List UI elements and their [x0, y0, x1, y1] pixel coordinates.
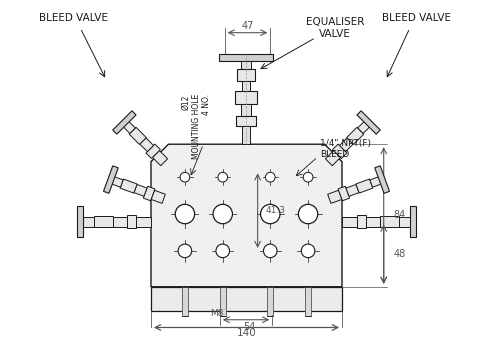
- Polygon shape: [340, 138, 353, 152]
- Bar: [241, 61, 251, 69]
- Bar: [241, 104, 251, 116]
- Text: 84: 84: [393, 211, 406, 220]
- Polygon shape: [380, 216, 399, 227]
- Polygon shape: [113, 217, 127, 227]
- Polygon shape: [356, 179, 373, 193]
- Text: BLEED VALVE: BLEED VALVE: [39, 13, 108, 23]
- Bar: [182, 287, 188, 316]
- Polygon shape: [80, 217, 94, 227]
- Text: M8: M8: [210, 309, 224, 318]
- Polygon shape: [94, 216, 113, 227]
- Polygon shape: [122, 120, 136, 134]
- Polygon shape: [77, 206, 83, 237]
- Polygon shape: [410, 206, 416, 237]
- Circle shape: [218, 172, 228, 182]
- Polygon shape: [328, 190, 342, 203]
- Text: Ø12
MOUNTING HOLE
4 NO.: Ø12 MOUNTING HOLE 4 NO.: [181, 94, 211, 160]
- Polygon shape: [146, 144, 160, 159]
- Polygon shape: [127, 216, 137, 228]
- Bar: [267, 287, 273, 316]
- Polygon shape: [129, 127, 146, 144]
- Polygon shape: [134, 185, 147, 196]
- Polygon shape: [333, 144, 347, 159]
- Bar: [305, 287, 311, 316]
- Circle shape: [261, 204, 280, 224]
- Polygon shape: [325, 150, 341, 166]
- Polygon shape: [342, 217, 356, 227]
- Text: 47: 47: [241, 21, 254, 31]
- Bar: [219, 54, 273, 61]
- Bar: [237, 69, 255, 81]
- Text: 54: 54: [243, 321, 255, 332]
- Polygon shape: [399, 217, 413, 227]
- Polygon shape: [151, 190, 165, 203]
- Bar: [151, 287, 342, 311]
- Circle shape: [303, 172, 313, 182]
- Bar: [236, 116, 256, 126]
- Polygon shape: [366, 217, 380, 227]
- Text: 48: 48: [393, 249, 406, 259]
- Polygon shape: [347, 127, 364, 144]
- Circle shape: [178, 244, 192, 258]
- Polygon shape: [143, 186, 155, 201]
- Polygon shape: [356, 216, 366, 228]
- Polygon shape: [151, 144, 342, 287]
- Polygon shape: [113, 111, 136, 134]
- Text: 1/4" NPT(F)
BLEED: 1/4" NPT(F) BLEED: [320, 139, 371, 159]
- Circle shape: [180, 172, 190, 182]
- Polygon shape: [370, 176, 384, 187]
- Bar: [242, 81, 250, 91]
- Polygon shape: [346, 185, 359, 196]
- Polygon shape: [104, 166, 118, 193]
- Polygon shape: [338, 186, 350, 201]
- Circle shape: [175, 204, 195, 224]
- Polygon shape: [140, 138, 153, 152]
- Bar: [235, 91, 257, 104]
- Polygon shape: [109, 176, 123, 187]
- Circle shape: [213, 204, 232, 224]
- Polygon shape: [357, 120, 371, 134]
- Circle shape: [298, 204, 318, 224]
- Text: 41.3: 41.3: [265, 206, 285, 215]
- Polygon shape: [375, 166, 389, 193]
- Text: 140: 140: [237, 328, 256, 338]
- Circle shape: [265, 172, 275, 182]
- Bar: [220, 287, 226, 316]
- Circle shape: [301, 244, 315, 258]
- Bar: [242, 126, 250, 144]
- Polygon shape: [152, 150, 168, 166]
- Circle shape: [216, 244, 230, 258]
- Polygon shape: [137, 217, 151, 227]
- Text: EQUALISER
VALVE: EQUALISER VALVE: [306, 17, 364, 39]
- Circle shape: [263, 244, 277, 258]
- Text: BLEED VALVE: BLEED VALVE: [382, 13, 451, 23]
- Polygon shape: [120, 179, 137, 193]
- Polygon shape: [357, 111, 380, 134]
